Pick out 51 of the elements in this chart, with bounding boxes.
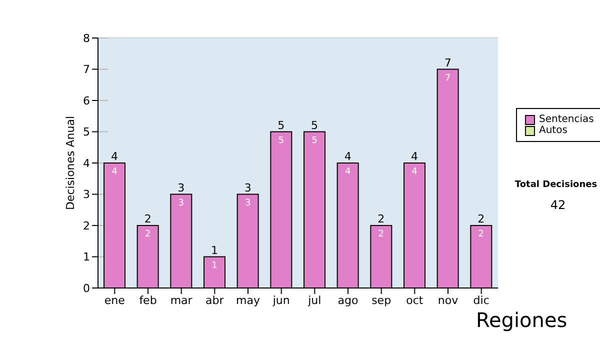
data-label: 1 <box>212 260 218 271</box>
total-label: 4 <box>111 150 118 163</box>
x-tick-label: feb <box>139 294 157 307</box>
x-tick-label: ago <box>338 294 358 307</box>
text: Total Decisiones <box>514 180 598 190</box>
data-label: 4 <box>344 167 351 177</box>
y-tick-label: 3 <box>83 188 90 202</box>
x-tick-label: abr <box>206 294 224 307</box>
y-tick-label: 6 <box>83 94 90 108</box>
text: Regiones <box>476 308 568 332</box>
x-tick-label: ene <box>104 294 126 307</box>
x-tick-label: jun <box>272 294 290 307</box>
y-tick-label: 0 <box>83 282 90 295</box>
total-label: 4 <box>344 150 352 163</box>
x-tick-label: oct <box>406 294 424 307</box>
data-label: 3 <box>178 198 184 208</box>
y-axis-title: Decisiones Anual <box>64 116 77 210</box>
x-tick-label: dic <box>473 294 490 307</box>
x-tick-label: sep <box>372 294 392 307</box>
total-label: 3 <box>178 181 185 194</box>
y-tick-label: 5 <box>83 126 90 139</box>
total-label: 2 <box>378 212 385 226</box>
data-label: 4 <box>412 167 418 177</box>
data-label: 2 <box>378 230 384 240</box>
legend-label: Sentencias <box>539 114 594 125</box>
data-label: 5 <box>312 136 318 146</box>
legend-label: Autos <box>539 125 568 136</box>
y-tick-label: 4 <box>83 156 90 170</box>
x-tick-label: nov <box>438 294 459 307</box>
data-label: 4 <box>112 167 118 177</box>
total-label: 4 <box>411 150 418 163</box>
data-label: 7 <box>444 73 451 84</box>
x-tick-label: mar <box>170 294 193 307</box>
total-label: 5 <box>311 118 318 132</box>
x-tick-label: may <box>236 294 260 307</box>
x-tick-label: jul <box>307 294 322 307</box>
data-label: 2 <box>144 230 151 240</box>
y-tick-label: 1 <box>83 250 90 264</box>
total-label: 7 <box>444 56 452 70</box>
total-label: 3 <box>244 181 252 194</box>
total-label: 2 <box>144 212 152 226</box>
data-label: 3 <box>244 198 251 208</box>
data-label: 5 <box>278 136 284 146</box>
total-label: 2 <box>478 212 485 226</box>
total-label: 1 <box>211 244 218 257</box>
y-tick-label: 2 <box>83 219 90 232</box>
y-tick-label: 8 <box>83 32 90 45</box>
text: 42 <box>549 198 567 212</box>
data-label: 2 <box>478 230 484 240</box>
y-tick-label: 7 <box>83 63 90 76</box>
total-label: 5 <box>278 118 285 132</box>
